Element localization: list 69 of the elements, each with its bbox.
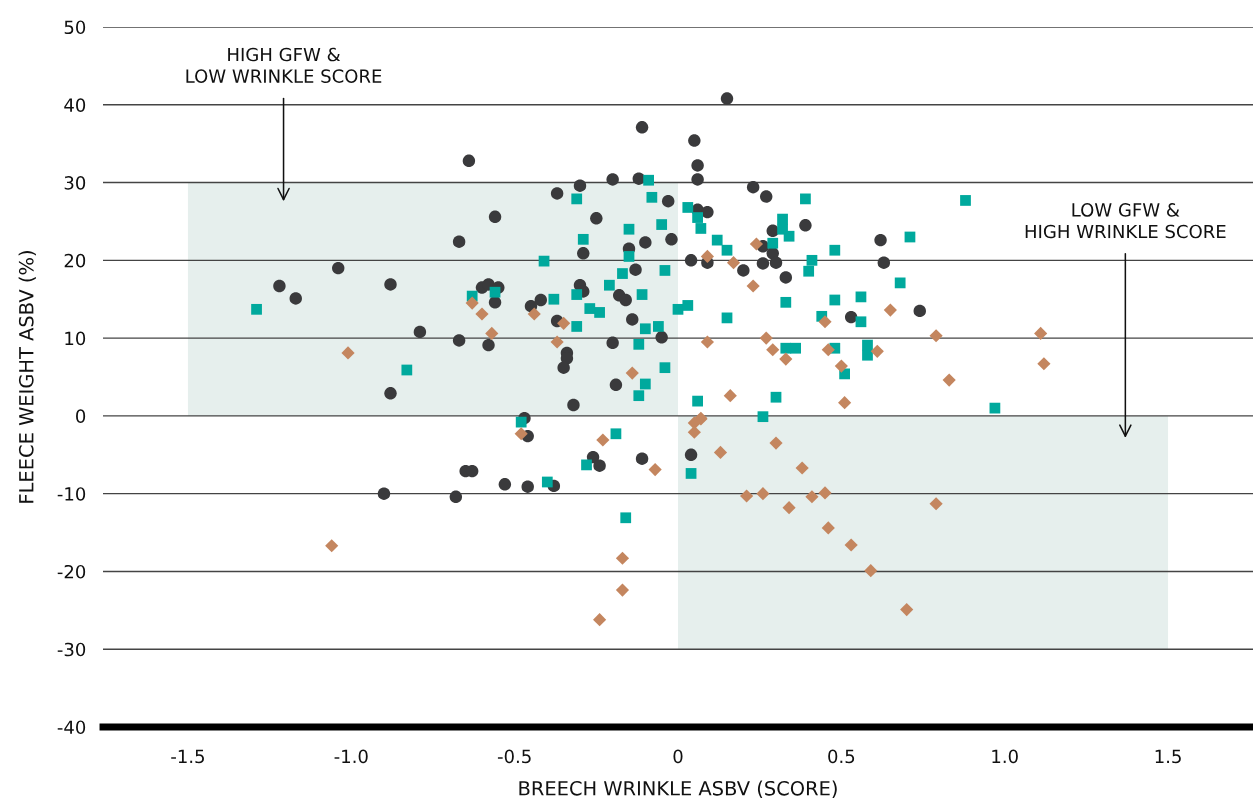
- point: [749, 237, 763, 251]
- point: [746, 279, 760, 293]
- y-tick-label: -20: [57, 564, 86, 579]
- point: [713, 445, 728, 460]
- y-tick-label: 30: [64, 176, 86, 190]
- y-tick-label: 40: [64, 98, 86, 112]
- point: [465, 296, 479, 310]
- x-tick-label: 0.5: [828, 749, 855, 764]
- point: [769, 436, 783, 450]
- x-tick-label: -0.5: [497, 749, 531, 764]
- point: [687, 425, 701, 439]
- x-tick-label: -1.5: [171, 749, 204, 764]
- point: [740, 489, 754, 503]
- point: [766, 343, 780, 357]
- point: [844, 538, 858, 552]
- point: [557, 316, 571, 330]
- point: [795, 461, 809, 475]
- point: [779, 352, 793, 366]
- point: [341, 346, 355, 360]
- point: [805, 490, 819, 504]
- point: [1034, 326, 1048, 341]
- point: [818, 315, 832, 329]
- x-tick-label: -1.0: [334, 749, 368, 764]
- y-tick-label: 20: [64, 253, 86, 268]
- point: [596, 433, 610, 447]
- x-tick-label: 0: [673, 749, 683, 764]
- point: [1037, 357, 1051, 371]
- y-tick-label: -10: [57, 487, 86, 501]
- point: [870, 344, 884, 358]
- point: [838, 396, 852, 410]
- point: [929, 329, 943, 343]
- point: [821, 521, 835, 535]
- point: [700, 249, 714, 264]
- y-tick-label: 10: [65, 331, 86, 346]
- point: [883, 303, 897, 317]
- point: [726, 256, 741, 270]
- point: [514, 427, 528, 441]
- point: [723, 389, 737, 403]
- point: [900, 602, 914, 617]
- point: [475, 307, 489, 321]
- point: [929, 497, 943, 511]
- x-tick-label: 1.0: [992, 749, 1018, 764]
- point: [821, 343, 835, 357]
- point: [756, 487, 770, 501]
- y-tick-label: -30: [57, 642, 86, 657]
- point: [834, 359, 848, 373]
- y-axis-title: FLEECE WEIGHT ASBV (%): [18, 251, 36, 503]
- x-axis-title: BREECH WRINKLE ASBV (SCORE): [519, 780, 837, 798]
- point: [625, 366, 639, 380]
- point: [648, 462, 662, 477]
- point: [550, 335, 564, 349]
- y-tick-label: -40: [57, 720, 86, 735]
- annotation: LOW GFW & HIGH WRINKLE SCORE: [1025, 203, 1226, 239]
- x-tick-label: 1.5: [1155, 749, 1181, 764]
- point: [615, 551, 630, 565]
- point: [759, 331, 773, 345]
- point: [325, 539, 339, 553]
- point: [942, 373, 956, 387]
- point: [615, 583, 630, 597]
- point: [700, 335, 714, 349]
- annotation: HIGH GFW & LOW WRINKLE SCORE: [186, 47, 382, 83]
- point: [782, 501, 796, 515]
- point: [864, 564, 878, 578]
- point: [527, 307, 541, 321]
- y-tick-label: 50: [64, 20, 86, 35]
- point: [485, 326, 499, 341]
- point: [818, 486, 832, 500]
- point: [593, 613, 607, 627]
- y-tick-label: 0: [76, 409, 86, 424]
